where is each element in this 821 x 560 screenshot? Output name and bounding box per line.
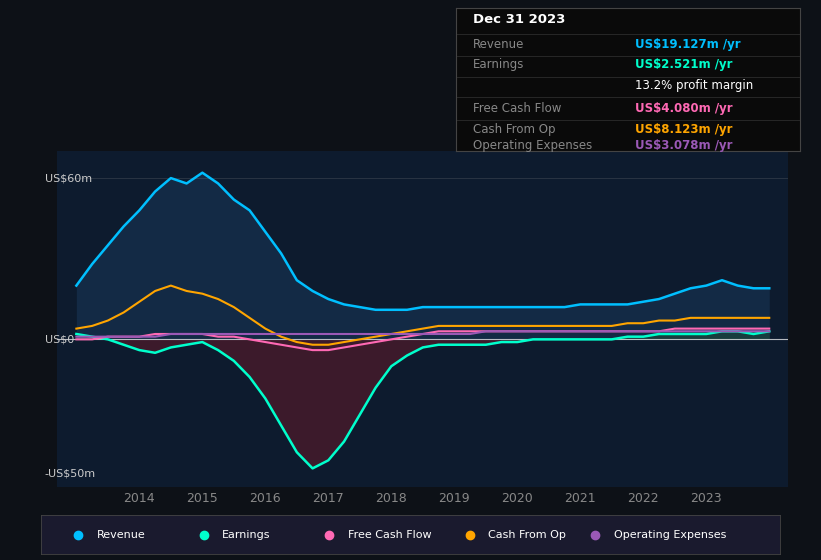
Text: Revenue: Revenue [473,38,525,52]
Text: Free Cash Flow: Free Cash Flow [473,102,562,115]
Text: US$8.123m /yr: US$8.123m /yr [635,123,732,136]
Text: US$0: US$0 [45,334,74,344]
Text: Earnings: Earnings [473,58,525,71]
Text: Operating Expenses: Operating Expenses [473,139,592,152]
Text: US$19.127m /yr: US$19.127m /yr [635,38,741,52]
Text: Cash From Op: Cash From Op [488,530,566,540]
Text: Earnings: Earnings [222,530,271,540]
Text: Cash From Op: Cash From Op [473,123,555,136]
Text: Free Cash Flow: Free Cash Flow [348,530,431,540]
Text: US$3.078m /yr: US$3.078m /yr [635,139,732,152]
Text: -US$50m: -US$50m [45,469,96,479]
Text: US$4.080m /yr: US$4.080m /yr [635,102,732,115]
Text: 13.2% profit margin: 13.2% profit margin [635,79,753,92]
Text: US$60m: US$60m [45,173,92,183]
Text: Dec 31 2023: Dec 31 2023 [473,13,566,26]
Text: US$2.521m /yr: US$2.521m /yr [635,58,732,71]
Text: Operating Expenses: Operating Expenses [613,530,726,540]
Text: Revenue: Revenue [97,530,145,540]
